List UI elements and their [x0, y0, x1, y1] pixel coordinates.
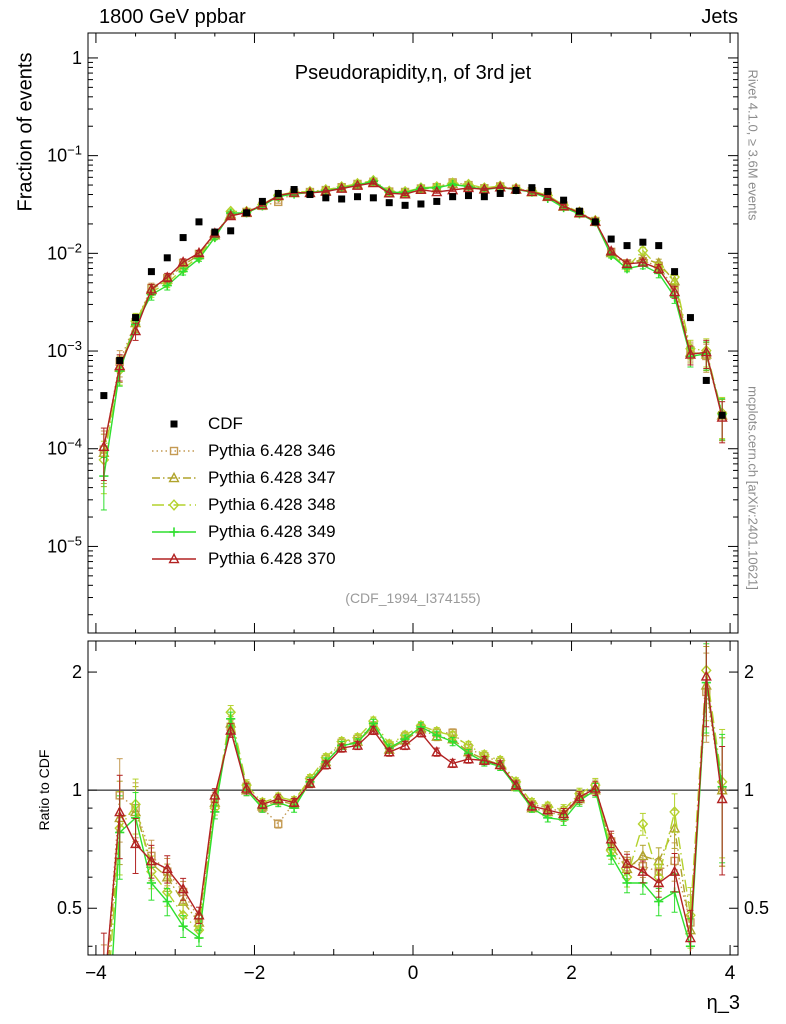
- legend-item-p347: Pythia 6.428 347: [150, 464, 336, 491]
- legend-item-p370: Pythia 6.428 370: [150, 545, 336, 572]
- series-cdf-main: [100, 184, 726, 419]
- svg-text:2: 2: [744, 662, 754, 682]
- legend-marker-diamond-open: [152, 498, 196, 511]
- svg-text:0: 0: [408, 963, 419, 984]
- plot-title: Pseudorapidity,η, of 3rd jet: [294, 62, 532, 84]
- beam-energy-label: 1800 GeV ppbar: [99, 6, 246, 28]
- svg-text:2: 2: [566, 963, 577, 984]
- legend-item-cdf: CDF: [150, 410, 336, 437]
- svg-text:10−5: 10−5: [47, 533, 82, 556]
- legend-marker-triangle-open: [152, 552, 196, 563]
- svg-text:0.5: 0.5: [744, 898, 769, 918]
- svg-text:1: 1: [744, 780, 754, 800]
- legend-marker-triangle-open: [152, 471, 196, 482]
- legend-marker-plus: [152, 526, 196, 537]
- y-axis-label-main: Fraction of events: [14, 52, 37, 212]
- svg-text:1: 1: [72, 48, 82, 68]
- svg-text:0.5: 0.5: [57, 898, 82, 918]
- svg-text:10−2: 10−2: [47, 240, 82, 263]
- legend-label: Pythia 6.428 370: [208, 548, 336, 568]
- svg-text:4: 4: [725, 963, 736, 984]
- legend: CDF Pythia 6.428 346 Pythia 6.428 347 Pythi…: [150, 410, 336, 572]
- legend-item-p348: Pythia 6.428 348: [150, 491, 336, 518]
- series-p370-ratio: [100, 641, 728, 955]
- legend-label: Pythia 6.428 349: [208, 521, 336, 541]
- legend-item-p349: Pythia 6.428 349: [150, 518, 336, 545]
- svg-text:1: 1: [72, 780, 82, 800]
- svg-text:10−1: 10−1: [47, 143, 82, 166]
- svg-text:10−4: 10−4: [47, 436, 82, 459]
- legend-marker-square-open: [152, 446, 196, 455]
- x-axis-label: η_3: [706, 992, 740, 1014]
- legend-marker-square-filled: [170, 420, 178, 427]
- legend-label: Pythia 6.428 347: [208, 467, 336, 487]
- legend-label: Pythia 6.428 348: [208, 494, 336, 514]
- svg-text:10−3: 10−3: [47, 338, 82, 361]
- legend-item-p346: Pythia 6.428 346: [150, 437, 336, 464]
- svg-text:−2: −2: [244, 963, 266, 984]
- axes: −4 −2 0 2 4 1 10−1 10−2 10−3 10−4 10−5 0.5 0.5 1 1 2 2: [47, 32, 769, 984]
- rivet-version-note: Rivet 4.1.0, ≥ 3.6M events: [745, 69, 761, 221]
- analysis-id-watermark: (CDF_1994_I374155): [345, 590, 481, 606]
- svg-text:2: 2: [72, 662, 82, 682]
- legend-label: Pythia 6.428 346: [208, 440, 336, 460]
- mcplots-arxiv-note: mcplots.cern.ch [arXiv:2401.10621]: [745, 386, 761, 590]
- svg-text:−4: −4: [85, 963, 107, 984]
- y-axis-label-ratio: Ratio to CDF: [36, 749, 52, 831]
- process-label: Jets: [701, 6, 738, 28]
- legend-label: CDF: [208, 413, 243, 433]
